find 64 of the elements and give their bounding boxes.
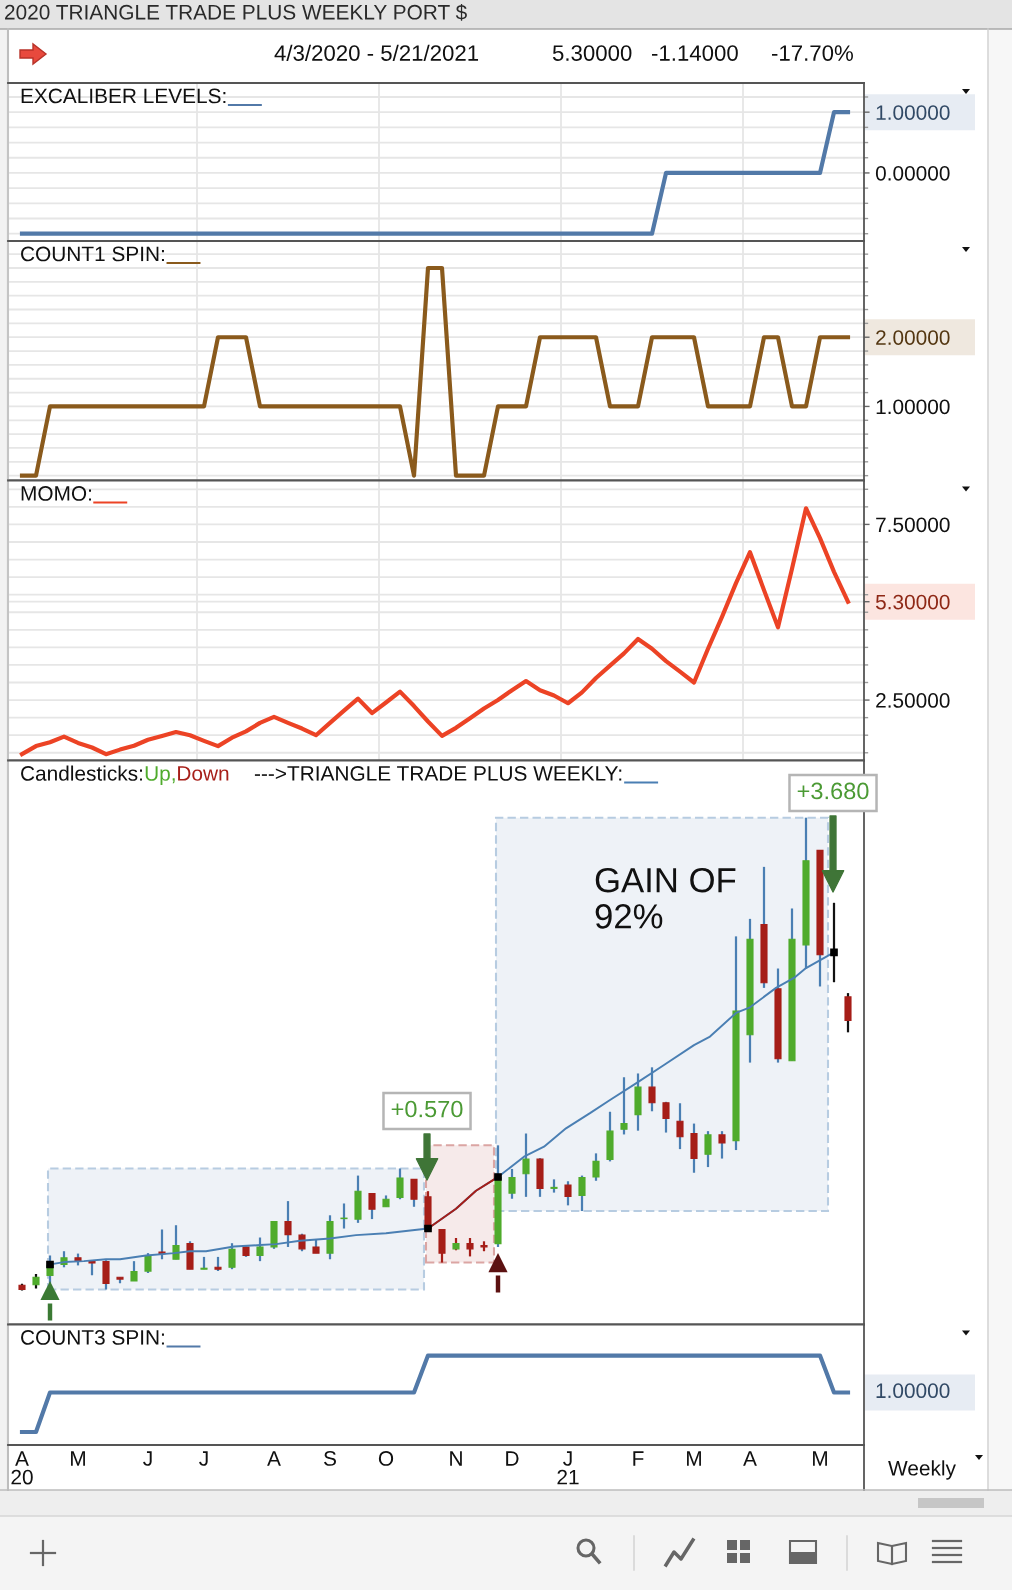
candlestick [662,1100,670,1134]
x-tick-label: A 20 [11,1451,33,1485]
x-tick-label: F [633,1451,644,1466]
candlestick [508,1167,516,1200]
y-tick-label: 5.30000 [875,594,950,610]
text: Down [178,766,229,781]
x-tick-label: M [71,1451,85,1466]
candlestick [438,1228,446,1264]
point [488,1253,508,1273]
annotation: +0.570 [391,1100,463,1118]
y-tick-label: 2.00000 [876,330,950,345]
candlestick [578,1174,586,1213]
candlestick [130,1260,138,1283]
text: -1.14000 [651,45,738,61]
x-tick-label: M [687,1451,701,1466]
text: Up, [145,766,175,785]
x-tick-label: J [143,1451,152,1466]
candlestick [256,1236,264,1263]
legend-title: Candlesticks: [21,765,142,781]
legend-label: EXCALIBER LEVELS: [21,88,226,104]
legend-label: COUNT3 SPIN: [21,1330,164,1345]
x-tick-label: D [506,1451,519,1466]
x-tick-label: S [324,1451,336,1466]
line-series [19,506,851,757]
text: 2020 TRIANGLE TRADE PLUS WEEKLY PORT $ [5,3,467,21]
candlestick [284,1200,292,1249]
candlestick [522,1132,530,1198]
x-tick-label: N [450,1451,462,1466]
y-tick-label: 2.50000 [876,693,950,708]
text: 5.30000 [552,45,632,61]
candlestick [340,1202,348,1230]
candlestick [620,1076,628,1136]
candlestick [844,991,852,1034]
y-tick-label: 0.00000 [875,165,950,181]
legend-label: COUNT1 SPIN: [21,246,164,262]
candlestick [592,1152,600,1182]
y-tick-label: 1.00000 [876,105,950,120]
candlestick [172,1224,180,1261]
x-tick-label: O [378,1451,394,1466]
candlestick [466,1236,474,1258]
x-tick-label: A [743,1451,757,1466]
candlestick [368,1191,376,1221]
line-series [19,265,851,478]
x-tick-label: A [267,1451,281,1466]
x-tick-label: J 21 [557,1451,579,1485]
text: Weekly [888,1460,956,1480]
candlestick [410,1178,418,1208]
candlestick [564,1180,572,1207]
annotation: GAIN OF 92% [595,867,736,929]
y-tick-label: 1.00000 [876,399,950,415]
text: 4/3/2020 - 5/21/2021 [274,44,479,61]
candlestick [648,1066,656,1113]
candlestick [718,1130,726,1160]
legend-label: MOMO: [21,486,92,501]
candlestick [704,1130,712,1169]
y-tick-label: 7.50000 [876,517,950,533]
candlestick [676,1102,684,1151]
point [40,1280,60,1301]
text: -17.70% [771,45,853,61]
legend-label: --->TRIANGLE TRADE PLUS WEEKLY: [254,766,622,781]
x-tick-label: J [199,1451,208,1466]
x-tick-label: M [813,1451,827,1466]
candlestick [396,1167,404,1201]
text: +3.680 [797,782,869,800]
